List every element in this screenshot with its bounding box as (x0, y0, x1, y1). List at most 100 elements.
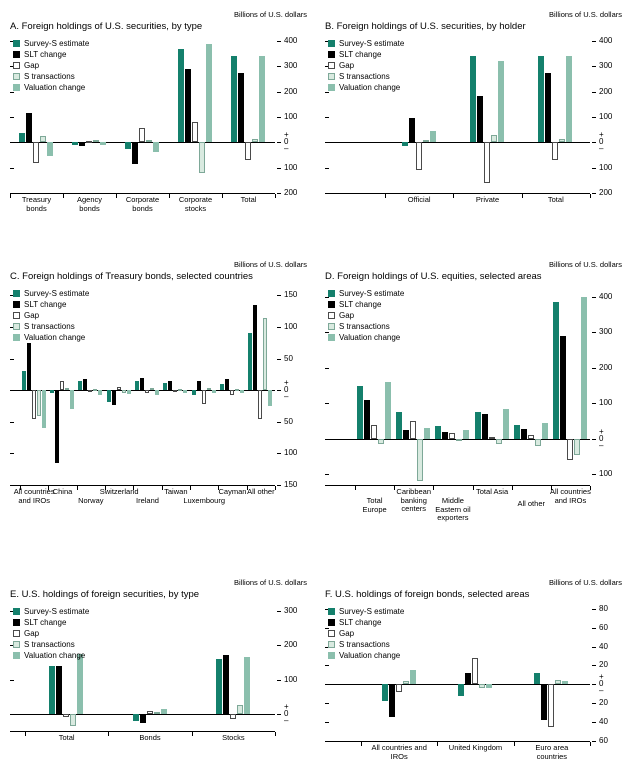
category-label: Luxembourg (183, 496, 226, 505)
valuation-change-swatch-icon (13, 652, 20, 659)
bar-survey-s-estimate (401, 142, 408, 147)
axis-tick (10, 66, 14, 68)
y-tick-label: 300 (284, 605, 298, 615)
category-labels-e: Total Bonds Stocks (10, 732, 276, 746)
category-separator (63, 194, 64, 198)
category-separator (361, 742, 362, 746)
gap-swatch-icon (328, 312, 335, 319)
bar-survey-s-estimate (132, 713, 139, 721)
bar-valuation-change (486, 684, 492, 689)
category-separator (275, 732, 276, 736)
plot-column: Survey-S estimate SLT change Gap S transact… (10, 604, 276, 746)
y-tick-label: 200 (599, 362, 613, 372)
bar-survey-s-estimate (513, 424, 520, 439)
bar-gap (145, 390, 149, 394)
category-separator (20, 486, 21, 490)
bar-slt-change (545, 72, 552, 143)
y-tick-label: 100 (599, 112, 613, 122)
zero-axis-label: 0 (284, 137, 289, 147)
category-label: Treasury bonds (21, 195, 52, 213)
bar-valuation-change (41, 390, 46, 429)
plot-area-b: Survey-S estimate SLT change Gap S transact… (325, 36, 590, 194)
bar-s-transactions (555, 679, 562, 685)
category-separator (275, 194, 276, 198)
y-axis-a: 400 300 200 100 +0– 100 200 (275, 36, 309, 224)
bar-s-transactions (199, 142, 205, 173)
zero-axis-label: + (284, 701, 289, 711)
s-transactions-swatch-icon (328, 323, 335, 330)
axis-tick (592, 474, 596, 476)
category-label: China (52, 487, 73, 496)
bar-survey-s-estimate (357, 385, 364, 439)
slt-change-swatch-icon (328, 619, 335, 626)
axis-tick (10, 485, 14, 486)
bar-s-transactions (93, 140, 99, 143)
bar-slt-change (388, 684, 395, 718)
bar-s-transactions (417, 438, 424, 482)
category-label: Corporate bonds (125, 195, 160, 213)
axis-tick (325, 684, 329, 686)
bar-slt-change (56, 665, 63, 714)
bar-gap (552, 142, 559, 161)
category-label: Total (240, 195, 257, 204)
bar-survey-s-estimate (191, 390, 196, 396)
plot-column: Survey-S estimate SLT change Gap S transact… (325, 36, 591, 224)
bar-gap (60, 380, 64, 391)
axis-tick (325, 703, 329, 705)
legend-label: SLT change (339, 618, 382, 627)
plot-area-c: Survey-S estimate SLT change Gap S transact… (10, 286, 275, 486)
bar-gap (415, 142, 422, 171)
category-label: Total Europe (362, 496, 387, 514)
plot-area-a: Survey-S estimate SLT change Gap S transact… (10, 36, 275, 194)
bar-valuation-change (77, 653, 84, 714)
zero-axis-label: + (284, 130, 289, 140)
category-separator (511, 486, 513, 490)
category-label: All countries and IROs (13, 487, 55, 505)
y-tick-label: 150 (284, 290, 298, 300)
bar-s-transactions (93, 388, 98, 391)
axis-tick (277, 713, 281, 715)
category-separator (550, 486, 552, 490)
bar-valuation-change (580, 296, 587, 439)
y-tick-label: 400 (284, 36, 298, 46)
panel-title: A. Foreign holdings of U.S. securities, … (10, 21, 203, 32)
legend-label: S transactions (339, 640, 390, 649)
bar-survey-s-estimate (78, 381, 83, 391)
chart-area: Survey-S estimate SLT change Gap S transact… (325, 286, 624, 528)
bar-slt-change (225, 378, 229, 391)
bar-slt-change (541, 684, 548, 721)
panel-title: D. Foreign holdings of U.S. equities, se… (325, 271, 542, 282)
survey-s-estimate-swatch-icon (328, 40, 335, 47)
category-label: Bonds (139, 733, 161, 742)
bar-survey-s-estimate (49, 665, 56, 714)
y-tick-label: 300 (284, 61, 298, 71)
y-tick-label: 100 (599, 469, 613, 479)
bar-slt-change (111, 390, 116, 406)
bar-gap (63, 713, 70, 717)
zero-line (10, 390, 275, 392)
bar-survey-s-estimate (458, 684, 464, 696)
legend-item: Gap (328, 60, 404, 71)
bar-valuation-change (153, 142, 159, 153)
category-separator (453, 194, 455, 198)
category-separator (385, 194, 386, 198)
category-label: Stocks (222, 733, 245, 742)
axis-tick (10, 358, 14, 360)
legend-label: SLT change (24, 618, 67, 627)
bar-s-transactions (235, 388, 239, 391)
legend-item: Survey-S estimate (13, 606, 89, 617)
y-tick-label: 60 (599, 622, 608, 632)
axis-tick (10, 117, 14, 119)
bar-valuation-change (211, 390, 216, 394)
valuation-change-swatch-icon (328, 84, 335, 91)
bar-gap (472, 657, 478, 685)
s-transactions-swatch-icon (328, 641, 335, 648)
plot-area-e: Survey-S estimate SLT change Gap S transact… (10, 604, 275, 732)
y-axis-c: 150 100 50 +0– 50 100 150 (275, 286, 309, 528)
chart-area: Survey-S estimate SLT change Gap S transact… (10, 604, 309, 746)
axis-tick (592, 646, 596, 648)
category-separator (76, 486, 78, 490)
bar-valuation-change (259, 56, 265, 143)
bar-valuation-change (502, 408, 509, 439)
bar-s-transactions (65, 387, 69, 391)
